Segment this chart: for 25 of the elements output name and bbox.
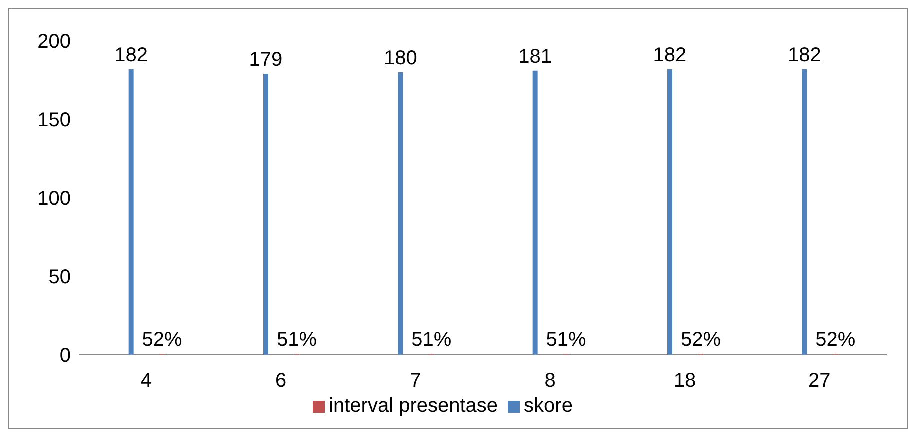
x-tick-label: 7 <box>410 370 422 392</box>
data-label: 179 <box>249 48 283 71</box>
legend-label: skore <box>524 395 573 417</box>
x-tick-label: 4 <box>140 370 152 392</box>
data-label: 51% <box>412 329 452 352</box>
data-label: 52% <box>680 329 722 352</box>
y-tick-label: 0 <box>60 345 71 368</box>
data-label: 182 <box>653 44 687 66</box>
y-tick-label: 200 <box>38 31 71 54</box>
x-tick-label: 8 <box>544 370 556 392</box>
data-label: 51% <box>546 329 587 352</box>
data-label: 181 <box>518 46 552 68</box>
data-label: 52% <box>142 329 183 352</box>
data-label: 182 <box>114 44 148 66</box>
data-label: 180 <box>384 47 418 70</box>
y-tick-label: 50 <box>48 266 71 289</box>
data-label: 182 <box>788 44 822 66</box>
x-tick-label: 18 <box>674 370 696 392</box>
data-label: 52% <box>816 329 856 352</box>
data-label: 51% <box>276 329 318 352</box>
y-tick-label: 100 <box>38 188 71 210</box>
x-tick-label: 6 <box>275 370 287 392</box>
legend-label: interval presentase <box>329 395 498 417</box>
y-tick-label: 150 <box>38 110 71 132</box>
x-tick-label: 27 <box>808 370 831 392</box>
